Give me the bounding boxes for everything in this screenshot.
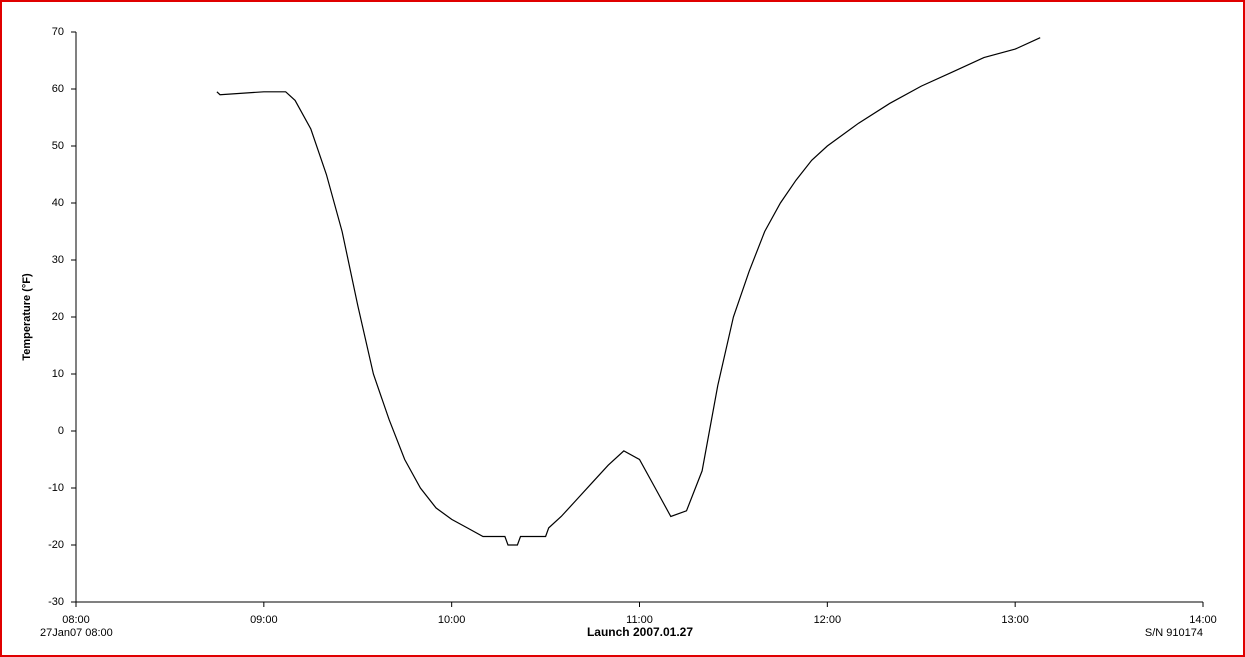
x-tick-label: 11:00	[626, 614, 653, 626]
start-label: 27Jan07 08:00	[40, 627, 113, 639]
x-axis-label: Launch 2007.01.27	[587, 625, 693, 639]
y-tick-label: -20	[48, 539, 64, 551]
y-tick-label: 10	[52, 368, 64, 380]
y-tick-label: 70	[52, 26, 64, 38]
x-tick-label: 08:00	[62, 614, 90, 626]
temperature-line	[216, 37, 1041, 546]
y-tick-label: 0	[58, 425, 64, 437]
x-tick-label: 12:00	[814, 614, 842, 626]
y-axis-label: Temperature (°F)	[21, 273, 33, 361]
y-tick-label: 20	[52, 311, 64, 323]
x-tick-label: 09:00	[250, 614, 278, 626]
y-tick-label: -10	[48, 482, 64, 494]
y-tick-label: 30	[52, 254, 64, 266]
y-tick-label: -30	[48, 596, 64, 608]
y-tick-label: 60	[52, 83, 64, 95]
y-tick-label: 40	[52, 197, 64, 209]
x-tick-label: 10:00	[438, 614, 466, 626]
serial-label: S/N 910174	[1145, 627, 1203, 639]
x-tick-label: 14:00	[1189, 614, 1217, 626]
x-tick-label: 13:00	[1001, 614, 1029, 626]
y-tick-label: 50	[52, 140, 64, 152]
